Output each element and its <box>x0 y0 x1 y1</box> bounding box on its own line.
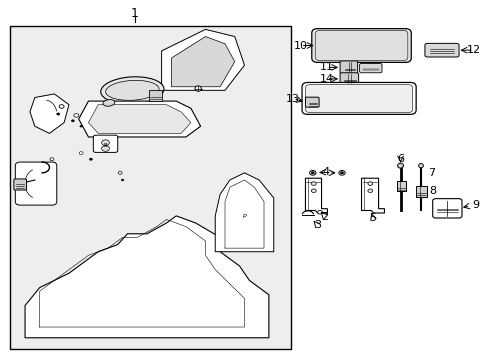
Ellipse shape <box>367 182 372 185</box>
Ellipse shape <box>195 86 201 91</box>
Ellipse shape <box>102 145 109 151</box>
Ellipse shape <box>89 158 92 160</box>
Text: 9: 9 <box>472 200 479 210</box>
FancyBboxPatch shape <box>339 73 358 85</box>
Ellipse shape <box>311 189 316 193</box>
Bar <box>415 186 426 197</box>
Ellipse shape <box>118 171 122 174</box>
Ellipse shape <box>418 163 423 168</box>
Ellipse shape <box>79 152 83 154</box>
Ellipse shape <box>101 77 163 104</box>
Text: 3: 3 <box>313 220 321 230</box>
Ellipse shape <box>309 171 315 175</box>
Ellipse shape <box>367 189 372 193</box>
Ellipse shape <box>74 114 79 117</box>
Text: p: p <box>242 213 246 219</box>
Ellipse shape <box>340 172 343 174</box>
FancyBboxPatch shape <box>432 199 461 218</box>
Text: 6: 6 <box>396 154 403 164</box>
Polygon shape <box>25 216 268 338</box>
Bar <box>149 90 161 101</box>
Bar <box>10 26 290 348</box>
Text: 11: 11 <box>319 62 333 72</box>
Text: 1: 1 <box>131 7 139 20</box>
Text: B: B <box>103 143 107 148</box>
Bar <box>396 181 406 192</box>
Text: 12: 12 <box>466 45 480 55</box>
Ellipse shape <box>311 182 316 185</box>
FancyBboxPatch shape <box>302 82 415 114</box>
Polygon shape <box>79 101 200 137</box>
Text: 7: 7 <box>427 168 434 178</box>
Polygon shape <box>30 94 69 134</box>
Ellipse shape <box>317 211 322 214</box>
Ellipse shape <box>102 140 109 145</box>
Polygon shape <box>88 105 190 134</box>
Polygon shape <box>305 178 327 213</box>
Text: 4: 4 <box>322 167 329 177</box>
Ellipse shape <box>338 171 345 175</box>
FancyBboxPatch shape <box>424 43 458 57</box>
Ellipse shape <box>50 158 54 161</box>
Ellipse shape <box>103 100 115 106</box>
Text: 14: 14 <box>319 74 333 84</box>
FancyBboxPatch shape <box>311 29 410 62</box>
Text: 13: 13 <box>285 94 300 104</box>
Text: 5: 5 <box>368 213 375 223</box>
Ellipse shape <box>80 125 82 127</box>
Text: 10: 10 <box>293 41 307 50</box>
FancyBboxPatch shape <box>315 31 407 60</box>
Ellipse shape <box>121 179 123 181</box>
FancyBboxPatch shape <box>93 135 118 152</box>
FancyBboxPatch shape <box>14 179 26 190</box>
Text: 2: 2 <box>321 212 328 221</box>
Ellipse shape <box>71 120 74 122</box>
Ellipse shape <box>397 163 403 168</box>
Polygon shape <box>161 30 244 90</box>
Ellipse shape <box>105 80 159 100</box>
FancyBboxPatch shape <box>339 61 357 74</box>
Polygon shape <box>361 178 384 213</box>
Text: 8: 8 <box>428 186 435 197</box>
FancyBboxPatch shape <box>15 162 57 205</box>
Polygon shape <box>171 37 234 87</box>
FancyBboxPatch shape <box>359 63 381 73</box>
Polygon shape <box>215 173 273 252</box>
Ellipse shape <box>57 113 60 115</box>
Ellipse shape <box>59 105 64 108</box>
FancyBboxPatch shape <box>305 97 319 107</box>
FancyBboxPatch shape <box>305 85 412 113</box>
Ellipse shape <box>311 172 314 174</box>
